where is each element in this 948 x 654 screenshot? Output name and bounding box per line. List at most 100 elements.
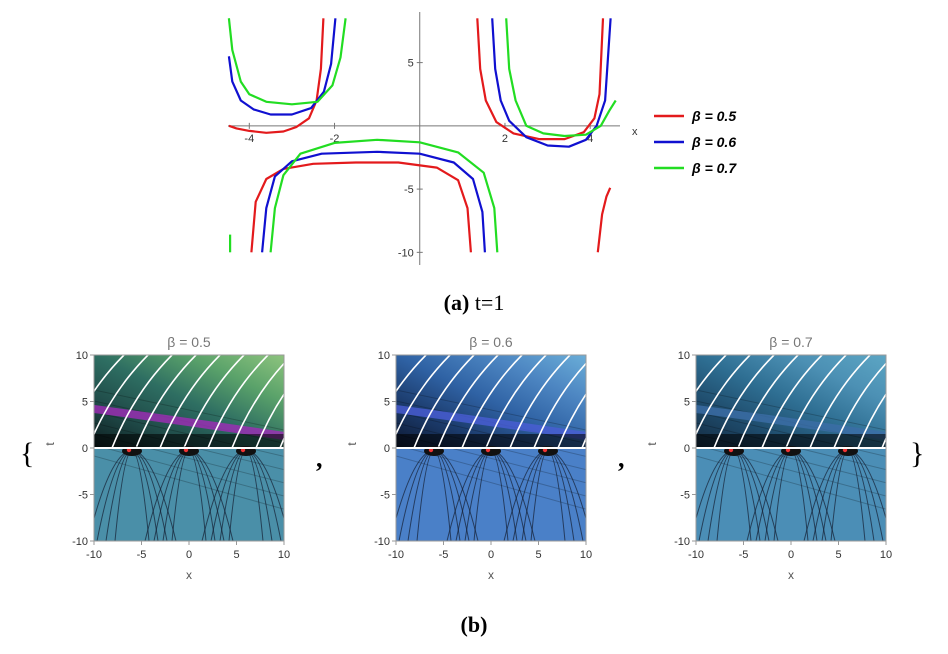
- line-chart-series: [227, 18, 617, 253]
- series-beta-1-branch-2: [491, 18, 612, 148]
- caption-b: (b): [461, 612, 488, 637]
- series-beta-2-branch-2: [269, 138, 499, 253]
- contour-panel-0: β = 0.5 -10 -5 0 5 10 10 5 0 -5 -10 x t: [43, 334, 290, 582]
- white-contour: [737, 355, 799, 449]
- contour-line: [396, 455, 586, 510]
- x-tick-label: -4: [244, 133, 254, 145]
- series-beta-2-branch-0: [227, 18, 347, 106]
- highlight-band: [94, 404, 284, 440]
- caption-a-text: t=1: [469, 290, 504, 315]
- white-contour: [857, 392, 886, 449]
- panel-title: β = 0.7: [769, 334, 813, 350]
- y-tick-label: 5: [684, 397, 690, 409]
- x-tick-label: -10: [388, 549, 404, 561]
- y-tick-label: -5: [680, 490, 690, 502]
- contour-line: [396, 444, 586, 497]
- white-contour: [461, 355, 523, 449]
- line-chart-t1: -4 -2 2 4 5 -5 -10 x β = 0.5 β = 0.6 β = 0.7: [227, 12, 737, 265]
- white-contour: [255, 392, 284, 449]
- contour-plot-area: [94, 355, 284, 541]
- white-contour: [135, 355, 197, 449]
- x-tick-label: 0: [186, 549, 192, 561]
- white-contour: [413, 355, 475, 449]
- white-contour: [159, 355, 221, 449]
- legend-label: β = 0.5: [691, 108, 736, 124]
- panel-title: β = 0.6: [469, 334, 513, 350]
- white-contour: [785, 355, 847, 449]
- white-contour: [94, 355, 125, 393]
- series-beta-0-branch-2: [476, 18, 605, 141]
- contour-line: [396, 389, 586, 431]
- contour-line: [696, 389, 886, 431]
- series-beta-2-branch-3: [505, 18, 617, 138]
- separator-2: ,: [618, 444, 625, 473]
- series-beta-0-branch-3: [596, 187, 612, 253]
- y-tick-label: -10: [72, 536, 88, 548]
- white-contour: [557, 392, 586, 449]
- highlight-band: [396, 404, 586, 440]
- white-contour: [809, 355, 871, 449]
- x-tick-label: 5: [233, 549, 239, 561]
- open-brace: {: [20, 437, 34, 470]
- series-beta-0-branch-0: [228, 18, 325, 134]
- white-contour: [833, 362, 886, 449]
- y-tick-label: 5: [384, 397, 390, 409]
- x-tick-label: 4: [587, 133, 593, 145]
- white-contour: [581, 436, 586, 449]
- legend-label: β = 0.7: [691, 160, 737, 176]
- caption-a-label: (a): [444, 290, 470, 315]
- white-contour: [279, 436, 284, 449]
- y-tick-label: -10: [674, 536, 690, 548]
- legend-label: β = 0.6: [691, 134, 736, 150]
- x-tick-label: -10: [688, 549, 704, 561]
- y-tick-label: -10: [398, 247, 414, 259]
- panel-title: β = 0.5: [167, 334, 211, 350]
- contour-panels: β = 0.5 -10 -5 0 5 10 10 5 0 -5 -10 x t β = 0.6 -10 -5 0…: [43, 334, 892, 582]
- x-axis-name: x: [488, 568, 494, 582]
- x-tick-label: 10: [580, 549, 592, 561]
- white-contour: [696, 355, 727, 393]
- x-tick-label: 5: [835, 549, 841, 561]
- series-beta-0-branch-1: [250, 161, 472, 253]
- close-brace: }: [910, 437, 924, 470]
- contour-panel-2: β = 0.7 -10 -5 0 5 10 10 5 0 -5 -10 x t: [645, 334, 892, 582]
- contour-line: [94, 455, 284, 510]
- x-tick-label: 0: [788, 549, 794, 561]
- contour-line: [696, 444, 886, 497]
- x-tick-label: 2: [502, 133, 508, 145]
- series-beta-1-branch-0: [227, 18, 337, 116]
- contour-line: [94, 444, 284, 497]
- y-tick-label: 5: [82, 397, 88, 409]
- white-contour: [94, 355, 149, 436]
- y-tick-label: -5: [380, 490, 390, 502]
- x-axis-name: x: [788, 568, 794, 582]
- x-tick-label: 10: [880, 549, 892, 561]
- white-contour: [509, 355, 571, 449]
- y-axis-name: t: [345, 442, 359, 446]
- white-contour: [485, 355, 547, 449]
- y-tick-label: -10: [374, 536, 390, 548]
- contour-panel-1: β = 0.6 -10 -5 0 5 10 10 5 0 -5 -10 x t: [345, 334, 592, 582]
- y-tick-label: -5: [404, 184, 414, 196]
- y-tick-label: 10: [76, 350, 88, 362]
- separator-1: ,: [316, 444, 323, 473]
- contour-line: [94, 389, 284, 431]
- white-contour: [696, 355, 751, 436]
- white-contour: [396, 355, 427, 393]
- x-tick-label: -5: [137, 549, 147, 561]
- y-tick-label: -5: [78, 490, 88, 502]
- white-contour: [396, 355, 451, 436]
- x-tick-label: 10: [278, 549, 290, 561]
- x-tick-label: -10: [86, 549, 102, 561]
- caption-a: (a) t=1: [444, 290, 505, 315]
- y-tick-label: 0: [82, 443, 88, 455]
- y-tick-label: 5: [408, 58, 414, 70]
- white-contour: [183, 355, 245, 449]
- contour-plot-area: [696, 355, 886, 541]
- white-contour: [761, 355, 823, 449]
- contour-plot-area: [396, 355, 586, 541]
- x-tick-label: -2: [330, 133, 340, 145]
- white-contour: [713, 355, 775, 449]
- white-contour: [231, 362, 284, 449]
